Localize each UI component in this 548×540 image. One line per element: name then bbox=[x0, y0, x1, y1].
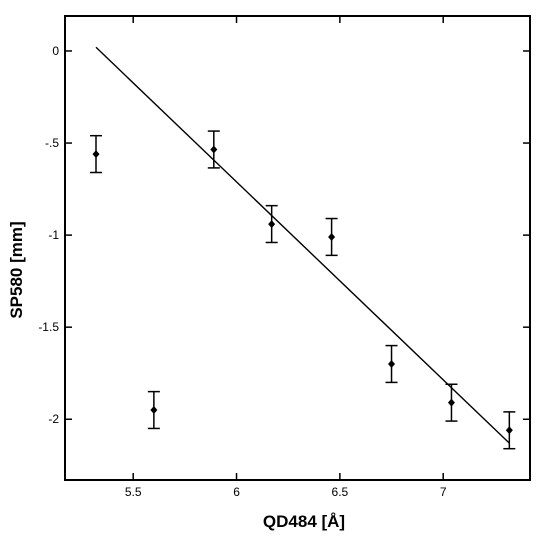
data-point bbox=[268, 220, 276, 229]
data-point-group bbox=[265, 204, 278, 244]
data-point-group bbox=[147, 390, 160, 430]
plot-frame-group bbox=[64, 15, 531, 481]
data-point-group bbox=[503, 411, 516, 450]
data-point-group bbox=[325, 217, 338, 257]
y-tick-label: -1.5 bbox=[38, 320, 59, 334]
x-tick-label: 7 bbox=[440, 485, 447, 499]
x-axis-title: QD484 [Å] bbox=[263, 512, 345, 531]
x-tick-label: 6.5 bbox=[332, 485, 349, 499]
y-tick-label: -.5 bbox=[45, 136, 59, 150]
data-point bbox=[447, 398, 455, 407]
tick-group: 5.5 6 6.5 7 0 -.5 -1 -1.5 -2 bbox=[38, 16, 530, 499]
data-point bbox=[150, 406, 158, 415]
data-point bbox=[388, 360, 396, 368]
fit-line bbox=[95, 46, 510, 444]
y-axis-title: SP580 [mm] bbox=[7, 221, 26, 318]
plot-frame bbox=[64, 15, 531, 481]
data-point-group bbox=[445, 383, 458, 422]
data-point-group bbox=[90, 134, 102, 174]
y-tick-label: -1 bbox=[48, 228, 59, 242]
data-point bbox=[328, 232, 336, 241]
data-points-group bbox=[90, 130, 516, 450]
y-tick-label: -2 bbox=[48, 412, 59, 426]
data-point-group bbox=[207, 130, 220, 169]
data-point-group bbox=[385, 344, 398, 384]
data-point bbox=[505, 426, 513, 435]
x-tick-label: 6 bbox=[233, 485, 240, 499]
data-point bbox=[92, 150, 100, 159]
data-point bbox=[210, 145, 218, 154]
y-tick-label: 0 bbox=[52, 44, 59, 58]
fit-line-group bbox=[95, 46, 510, 444]
x-tick-label: 5.5 bbox=[125, 485, 142, 499]
